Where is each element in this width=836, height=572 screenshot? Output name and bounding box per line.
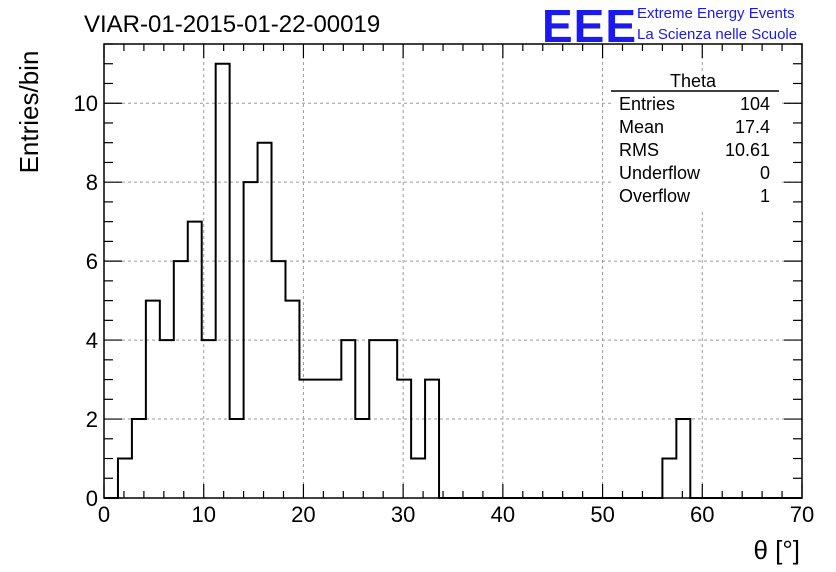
histogram-outline: [104, 62, 802, 499]
plot-frame: [103, 43, 803, 499]
y-tick-label: 0: [86, 486, 98, 511]
x-tick-label: 0: [98, 502, 110, 527]
x-tick-label: 70: [790, 502, 814, 527]
stats-label-rms: RMS: [619, 140, 659, 160]
y-tick-label: 4: [86, 328, 98, 353]
x-tick-label: 40: [491, 502, 515, 527]
stats-value-mean: 17.4: [735, 117, 770, 137]
grid-lines: [104, 44, 802, 498]
x-tick-label: 30: [391, 502, 415, 527]
y-tick-label: 2: [86, 407, 98, 432]
x-axis-title: θ [°]: [753, 535, 800, 565]
axis-ticks: [103, 43, 803, 499]
x-tick-label: 10: [191, 502, 215, 527]
chart-title: VIAR-01-2015-01-22-00019: [84, 11, 380, 38]
stats-value-rms: 10.61: [725, 140, 770, 160]
stats-label-overflow: Overflow: [619, 186, 691, 206]
x-tick-label: 20: [291, 502, 315, 527]
logo-line-2: La Scienza nelle Scuole: [637, 26, 797, 43]
stats-value-entries: 104: [740, 94, 770, 114]
stats-name: Theta: [670, 71, 717, 91]
logo-line-1: Extreme Energy Events: [637, 5, 795, 22]
stats-value-overflow: 1: [760, 186, 770, 206]
stats-box: Theta Entries 104 Mean 17.4 RMS 10.61 Un…: [611, 71, 779, 212]
y-axis-title: Entries/bin: [14, 51, 44, 174]
y-tick-label: 6: [86, 249, 98, 274]
y-tick-label: 8: [86, 170, 98, 195]
x-tick-label: 60: [690, 502, 714, 527]
x-tick-label: 50: [590, 502, 614, 527]
stats-box-background: [611, 72, 779, 212]
stats-label-underflow: Underflow: [619, 163, 701, 183]
stats-label-mean: Mean: [619, 117, 664, 137]
y-tick-label: 10: [74, 91, 98, 116]
stats-label-entries: Entries: [619, 94, 675, 114]
stats-value-underflow: 0: [760, 163, 770, 183]
